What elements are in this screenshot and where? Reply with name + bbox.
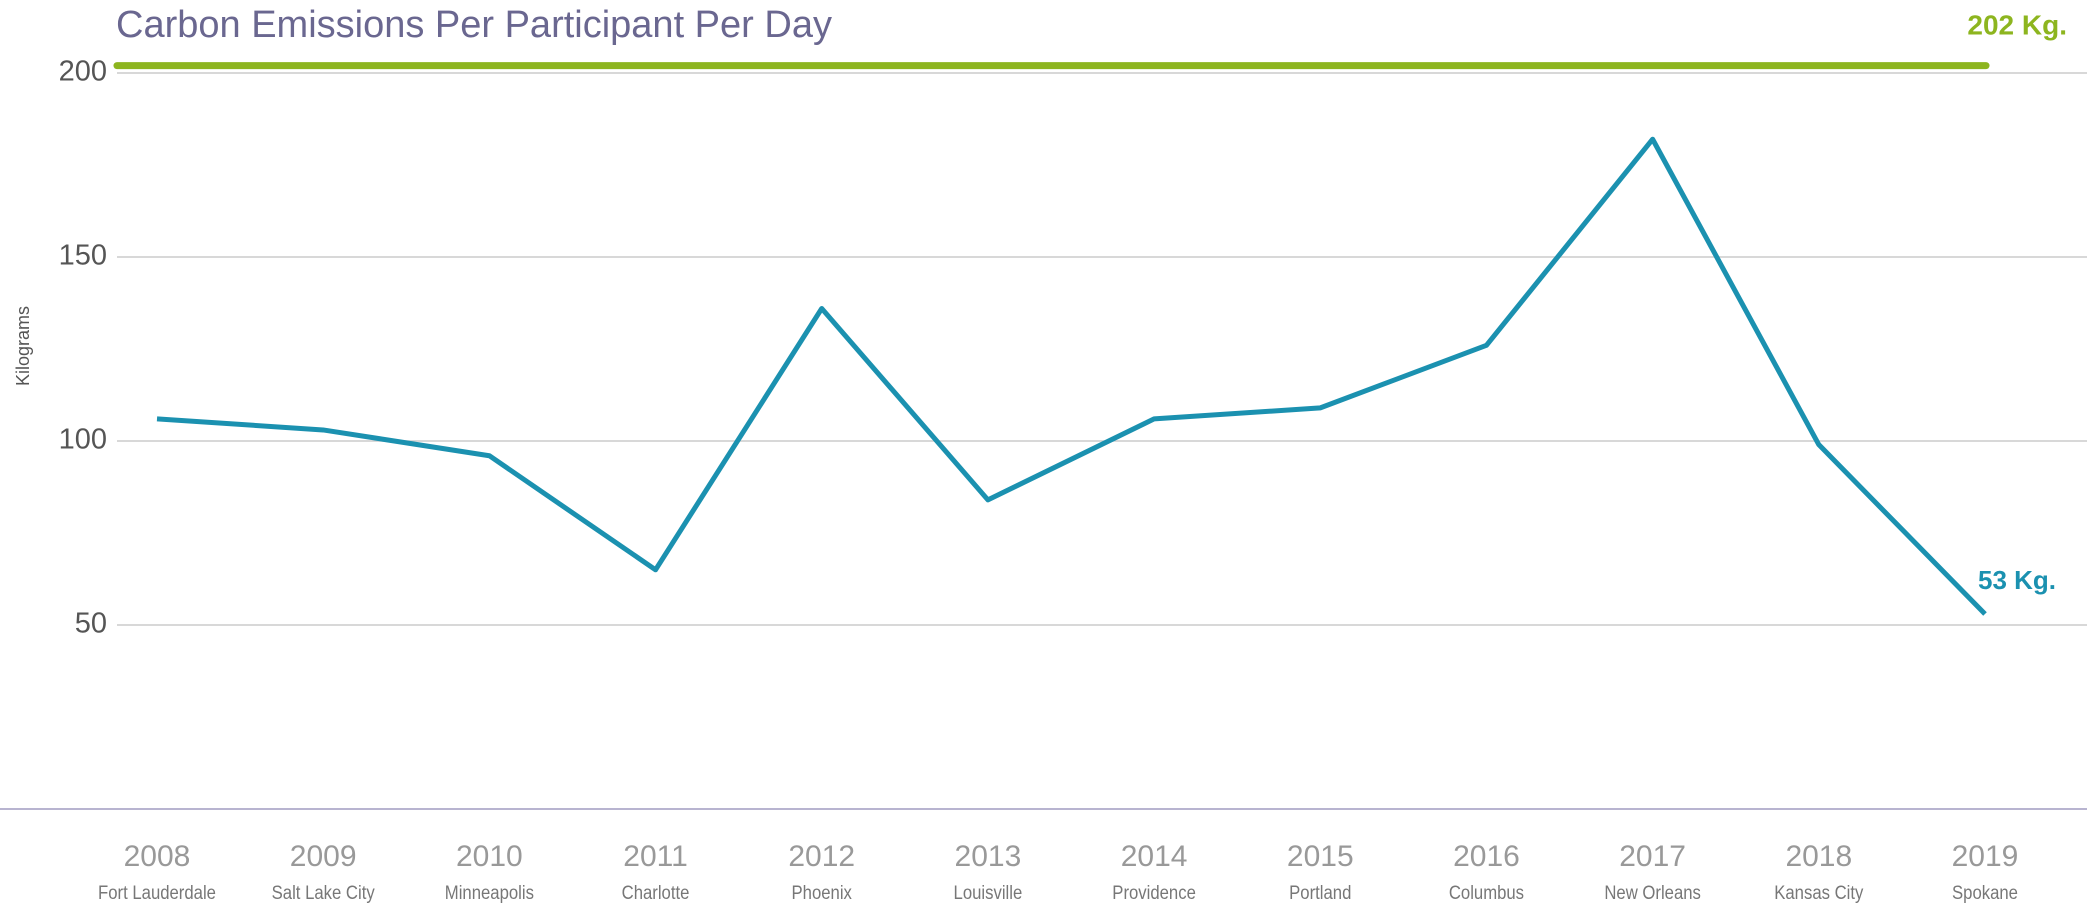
city-label: Columbus <box>1449 882 1524 903</box>
city-label: Providence <box>1112 882 1196 903</box>
data-label: 53 Kg. <box>1978 565 2056 595</box>
x-tick-label: 2009 <box>290 840 357 873</box>
x-tick-label: 2019 <box>1952 840 2019 873</box>
x-tick-label: 2016 <box>1453 840 1520 873</box>
city-label: Charlotte <box>622 882 690 903</box>
x-tick-label: 2008 <box>124 840 191 873</box>
x-tick-label: 2012 <box>788 840 855 873</box>
city-label: Fort Lauderdale <box>98 882 216 903</box>
city-label: Salt Lake City <box>272 882 375 903</box>
x-tick-label: 2010 <box>456 840 523 873</box>
city-label: Phoenix <box>792 882 852 903</box>
y-tick-label: 100 <box>59 424 107 456</box>
y-tick-label: 150 <box>59 240 107 272</box>
x-tick-label: 2011 <box>623 840 688 873</box>
x-tick-label: 2018 <box>1785 840 1852 873</box>
city-label: Kansas City <box>1774 882 1863 903</box>
y-tick-label: 200 <box>59 56 107 88</box>
line-series <box>156 136 1987 616</box>
x-tick-label: 2017 <box>1619 840 1686 873</box>
city-label: New Orleans <box>1604 882 1701 903</box>
x-tick-label: 2015 <box>1287 840 1354 873</box>
y-tick-label: 50 <box>75 608 107 640</box>
chart-title: Carbon Emissions Per Participant Per Day <box>116 4 832 46</box>
city-label: Louisville <box>954 882 1023 903</box>
city-label: Portland <box>1289 882 1351 903</box>
city-label: Spokane <box>1952 882 2018 903</box>
x-tick-label: 2014 <box>1121 840 1188 873</box>
y-axis-label: Kilograms <box>13 306 33 386</box>
city-label: Minneapolis <box>445 882 534 903</box>
x-tick-label: 2013 <box>955 840 1022 873</box>
reference-label: 202 Kg. <box>1967 9 2067 40</box>
